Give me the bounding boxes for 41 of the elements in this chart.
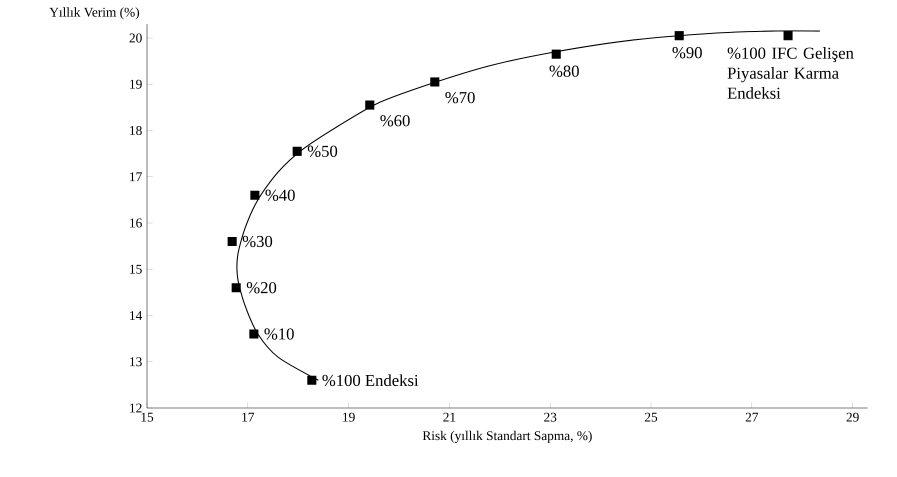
x-axis-title: Risk (yıllık Standart Sapma, %) [422,430,592,443]
annotation: %20 [246,282,276,294]
annotation: %100 Endeksi [322,374,418,386]
x-tick-label: 29 [846,412,859,422]
y-tick-label: 20 [130,33,142,42]
annotation: %60 [380,115,410,126]
y-tick-label: 19 [130,80,142,89]
annotation: %80 [550,66,579,77]
x-tick-label: 17 [242,412,254,422]
point [430,77,440,86]
point [365,100,374,110]
annotation: %70 [445,92,475,104]
y-tick-label: 12 [130,404,142,412]
y-tick-label: 17 [130,172,142,182]
point [232,283,241,292]
annotation: %100 IFC Gelişen Piyasalar Karma Endeksi [728,47,854,99]
point [228,236,237,246]
annotation: %90 [672,47,702,58]
y-axis-title: Yıllık Verim (%) [49,7,140,20]
y-tick-label: 16 [130,218,142,228]
y-tick-label: 18 [130,126,142,135]
annotation: %40 [265,190,295,201]
y-tick-label: 14 [130,311,142,320]
x-tick-label: 23 [544,412,556,422]
point [307,376,316,385]
annotation: %30 [242,236,272,248]
y-tick-label: 13 [130,357,142,366]
point [292,146,302,156]
point [674,31,684,40]
point [784,31,793,40]
point [249,329,258,339]
x-tick-label: 21 [443,412,456,422]
y-tick-label: 15 [130,264,142,274]
point [250,190,260,200]
annotation: %50 [308,146,338,157]
x-tick-label: 27 [746,412,758,422]
x-tick-label: 19 [343,412,355,422]
annotation: %10 [264,328,294,340]
x-tick-label: 15 [142,412,154,422]
x-tick-label: 25 [644,412,658,422]
point [552,50,561,59]
